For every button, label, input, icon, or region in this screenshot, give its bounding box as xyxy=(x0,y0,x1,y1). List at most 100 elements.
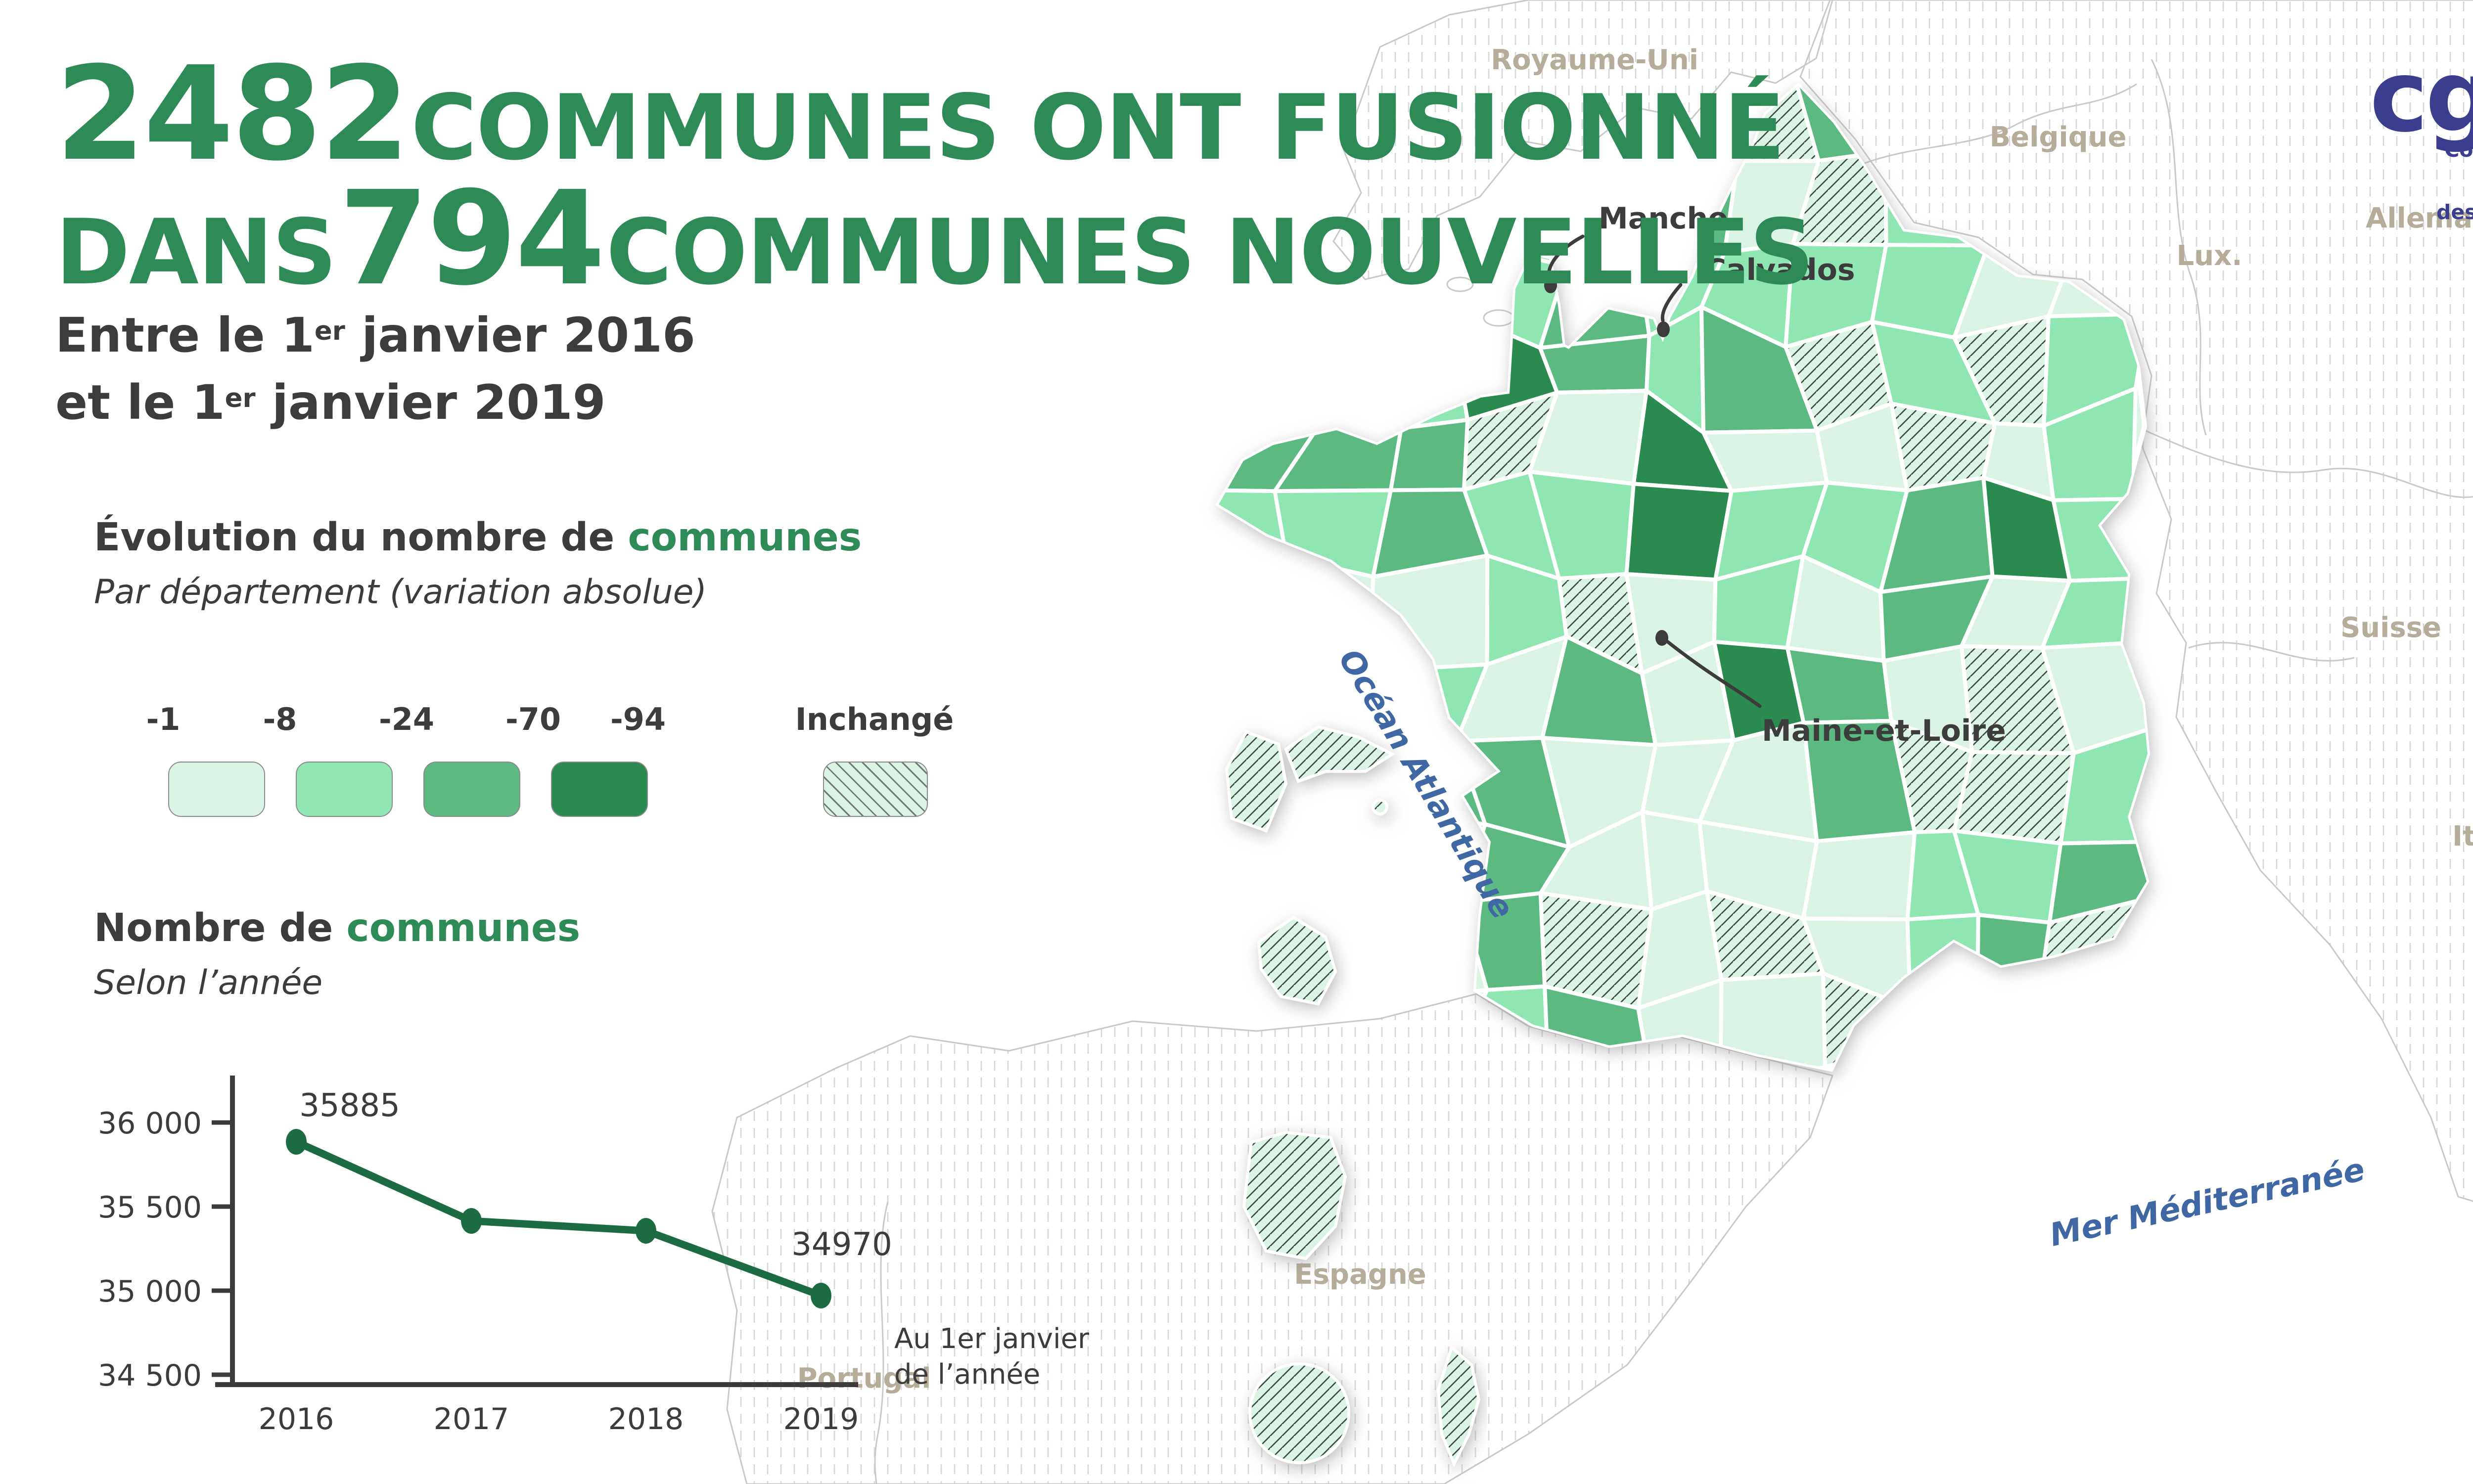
chart-title-highlight: communes xyxy=(346,906,581,950)
department-callouts: Manche Calvados Maine-et-Loire xyxy=(1544,201,2006,748)
period-subtitle: Entre le 1er janvier 2016 et le 1er janv… xyxy=(55,302,695,437)
legend-title: Évolution du nombre de communes xyxy=(94,515,862,560)
department-cell xyxy=(1538,333,1651,395)
logo-tagline: Commissariat général à l’égalité des ter… xyxy=(2436,138,2473,224)
label-manche: Manche xyxy=(1599,201,1728,236)
department-cell xyxy=(1312,311,1403,430)
inset-mayotte xyxy=(1436,1345,1481,1468)
label-royaume-uni: Royaume-Uni xyxy=(1491,44,1698,76)
department-cell xyxy=(1219,821,1307,914)
logo-wordmark: cget xyxy=(2370,39,2473,154)
legend-swatch-unchanged xyxy=(823,762,928,817)
department-cell xyxy=(1624,482,1734,582)
country-labels: Royaume-Uni Belgique Allemagne Lux. Suis… xyxy=(797,44,2473,1394)
svg-text:35 500: 35 500 xyxy=(98,1190,202,1225)
inset-reunion xyxy=(1248,1362,1350,1464)
legend-label-inchange: Inchangé xyxy=(795,701,954,737)
legend-swatch-3 xyxy=(423,762,520,817)
department-cell xyxy=(1228,311,1322,427)
label-suisse: Suisse xyxy=(2340,612,2441,644)
period-line1: Entre le 1er janvier 2016 xyxy=(55,308,695,363)
period-line2: et le 1er janvier 2019 xyxy=(55,375,606,431)
channel-island xyxy=(1483,309,1514,327)
label-maine-et-loire: Maine-et-Loire xyxy=(1762,714,2006,748)
legend-label-1: -1 xyxy=(146,701,181,737)
legend-swatch-1 xyxy=(168,762,265,817)
label-mer-mediterranee: Mer Méditerranée xyxy=(2047,1151,2368,1254)
department-cell xyxy=(1952,750,2076,846)
legend-subtitle: Par département (variation absolue) xyxy=(94,573,707,612)
point-label-2016: 35885 xyxy=(299,1087,400,1124)
headline-dans: DANS xyxy=(55,200,337,305)
department-cell xyxy=(2047,840,2148,925)
legend-swatch-4 xyxy=(551,762,648,817)
department-cell xyxy=(1219,488,1288,573)
label-portugal: Portugal xyxy=(797,1362,931,1394)
legend-label-8: -8 xyxy=(263,701,297,737)
data-line xyxy=(292,1138,825,1300)
y-ticks xyxy=(212,1120,232,1377)
svg-text:2016: 2016 xyxy=(259,1402,334,1437)
calvados-callout-dot xyxy=(1657,321,1670,337)
legend-label-94: -94 xyxy=(610,701,666,737)
department-cell xyxy=(1785,646,1893,725)
department-cell xyxy=(1875,973,1980,1069)
label-italie: Italie xyxy=(2452,820,2473,853)
svg-text:2018: 2018 xyxy=(608,1402,684,1437)
x-tick-labels: 2016 2017 2018 2019 xyxy=(259,1402,859,1437)
chart-title: Nombre de communes xyxy=(94,906,581,950)
data-points xyxy=(286,1129,831,1308)
manche-callout-line xyxy=(1547,234,1585,280)
svg-text:36 000: 36 000 xyxy=(98,1106,202,1141)
svg-text:2019: 2019 xyxy=(783,1402,859,1437)
y-tick-labels: 36 000 35 500 35 000 34 500 xyxy=(98,1106,202,1393)
svg-text:35 000: 35 000 xyxy=(98,1274,202,1309)
department-cell xyxy=(2038,982,2132,1069)
label-allemagne: Allemagne xyxy=(2366,202,2473,234)
headline-count-new: 794 xyxy=(338,163,605,314)
legend-label-24: -24 xyxy=(378,701,434,737)
maine-et-loire-callout-line xyxy=(1666,640,1762,708)
department-cell xyxy=(1361,900,1489,1001)
label-belgique: Belgique xyxy=(1989,121,2126,153)
inset-martinique xyxy=(1257,915,1337,1006)
country-borders xyxy=(874,59,2473,1484)
chart-subtitle: Selon l’année xyxy=(94,963,323,1002)
label-lux: Lux. xyxy=(2177,240,2243,272)
department-cell xyxy=(2051,496,2148,583)
x-axis-annotation-line1: Au 1er janvier xyxy=(894,1323,1090,1355)
label-calvados: Calvados xyxy=(1704,253,1855,287)
northeast-europe-landmass xyxy=(1799,0,2473,1202)
calvados-callout-line xyxy=(1660,283,1683,322)
department-cell xyxy=(1966,973,2050,1069)
legend-label-70: -70 xyxy=(505,701,561,737)
x-axis-annotation-line2: de l’année xyxy=(894,1358,1040,1391)
manche-callout-dot xyxy=(1544,277,1557,293)
department-cell xyxy=(1366,306,1470,430)
headline-line1: 2482 COMMUNES ONT FUSIONNÉ xyxy=(55,49,1786,180)
communes-line-chart: 36 000 35 500 35 000 34 500 2016 2017 20… xyxy=(98,1076,1090,1437)
point-label-2019: 34970 xyxy=(791,1226,892,1263)
svg-text:34 500: 34 500 xyxy=(98,1358,202,1393)
department-cell xyxy=(1219,554,1304,667)
legend-title-highlight: communes xyxy=(628,515,862,560)
inset-guadeloupe xyxy=(1225,725,1396,833)
uk-landmass xyxy=(1332,0,1833,280)
headline-count-merged: 2482 xyxy=(55,39,410,189)
maine-et-loire-callout-dot xyxy=(1655,630,1668,646)
department-cell xyxy=(1975,913,2052,987)
headline-text1: COMMUNES ONT FUSIONNÉ xyxy=(411,75,1786,180)
department-cell xyxy=(1905,913,1980,1010)
department-cell xyxy=(1284,807,1368,930)
department-cell xyxy=(1801,830,1917,922)
label-espagne: Espagne xyxy=(1294,1259,1426,1291)
headline-text2: COMMUNES NOUVELLES xyxy=(606,200,1814,305)
headline-line2: DANS 794 COMMUNES NOUVELLES xyxy=(55,174,1814,305)
legend-swatch-2 xyxy=(296,762,393,817)
channel-island xyxy=(1446,276,1474,292)
inset-guyane xyxy=(1242,1130,1347,1260)
department-cell xyxy=(2040,640,2148,756)
svg-text:2017: 2017 xyxy=(434,1402,509,1437)
